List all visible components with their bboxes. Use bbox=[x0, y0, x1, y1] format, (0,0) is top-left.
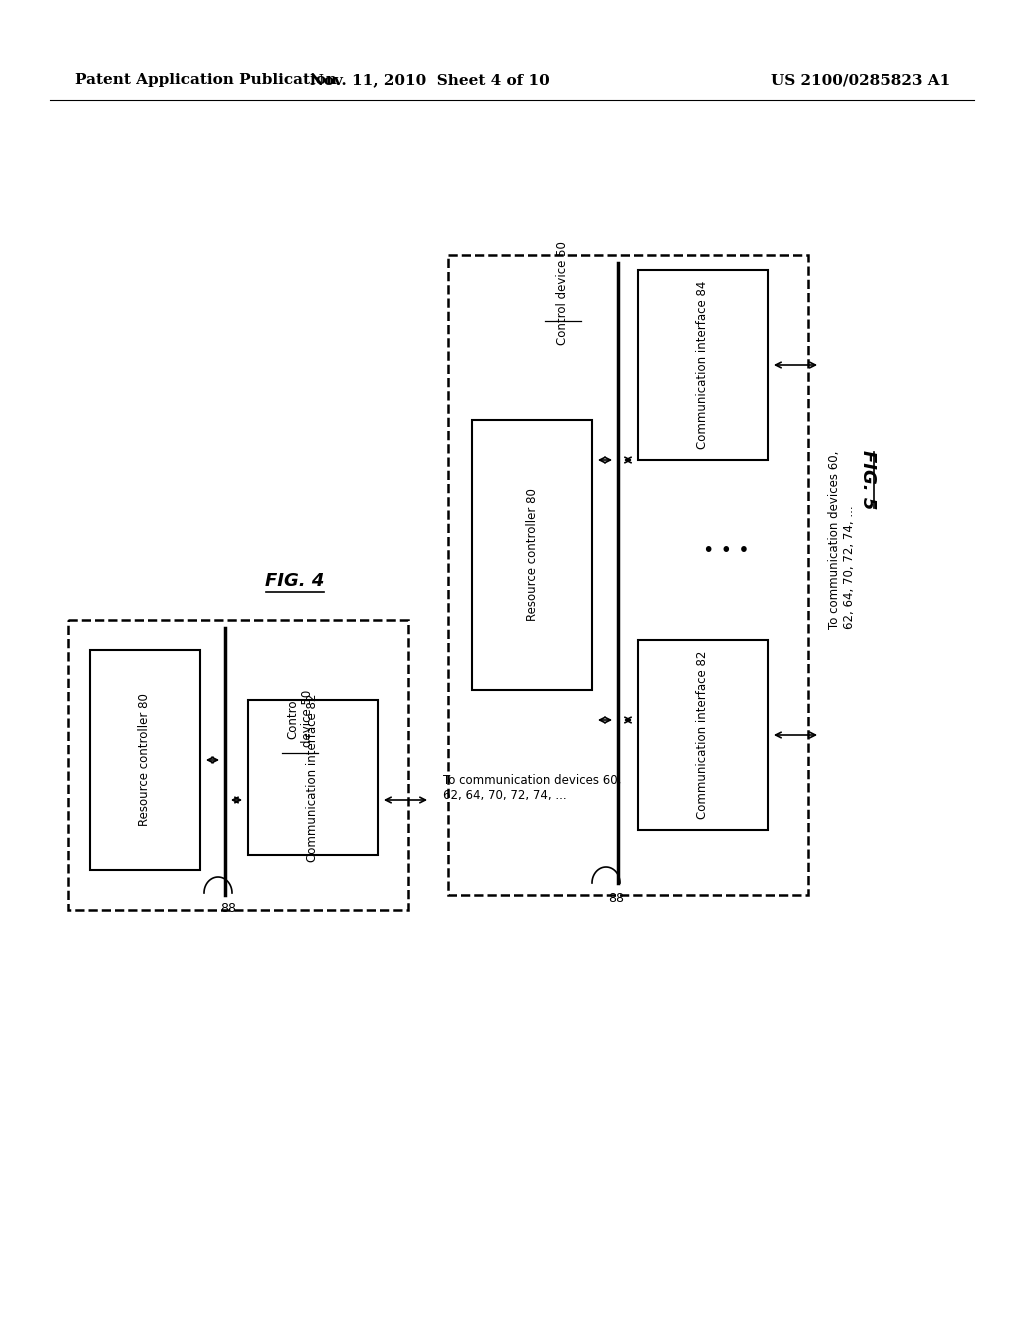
Bar bbox=[449, 255, 808, 895]
Text: 88: 88 bbox=[220, 903, 236, 916]
Bar bbox=[638, 271, 768, 459]
Text: Nov. 11, 2010  Sheet 4 of 10: Nov. 11, 2010 Sheet 4 of 10 bbox=[310, 73, 550, 87]
Bar bbox=[472, 420, 592, 690]
Text: FIG. 5: FIG. 5 bbox=[859, 450, 877, 510]
Text: Communication interface 82: Communication interface 82 bbox=[696, 651, 710, 820]
Text: Resource controller 80: Resource controller 80 bbox=[138, 693, 152, 826]
Bar bbox=[68, 620, 408, 909]
Text: 88: 88 bbox=[608, 892, 624, 906]
Bar bbox=[90, 649, 200, 870]
Text: Control device 50: Control device 50 bbox=[556, 242, 569, 345]
Bar bbox=[248, 700, 378, 855]
Text: To communication devices 60,
62, 64, 70, 72, 74, ...: To communication devices 60, 62, 64, 70,… bbox=[828, 451, 856, 630]
Bar bbox=[638, 640, 768, 830]
Text: Control
device 50: Control device 50 bbox=[286, 689, 314, 747]
Text: US 2100/0285823 A1: US 2100/0285823 A1 bbox=[771, 73, 950, 87]
Text: Communication interface 84: Communication interface 84 bbox=[696, 281, 710, 449]
Text: • • •: • • • bbox=[702, 540, 750, 560]
Text: Patent Application Publication: Patent Application Publication bbox=[75, 73, 337, 87]
Text: Communication interface 82: Communication interface 82 bbox=[306, 693, 319, 862]
Text: Resource controller 80: Resource controller 80 bbox=[525, 488, 539, 622]
Text: FIG. 4: FIG. 4 bbox=[265, 572, 325, 590]
Text: To communication devices 60,
62, 64, 70, 72, 74, ...: To communication devices 60, 62, 64, 70,… bbox=[443, 774, 622, 803]
